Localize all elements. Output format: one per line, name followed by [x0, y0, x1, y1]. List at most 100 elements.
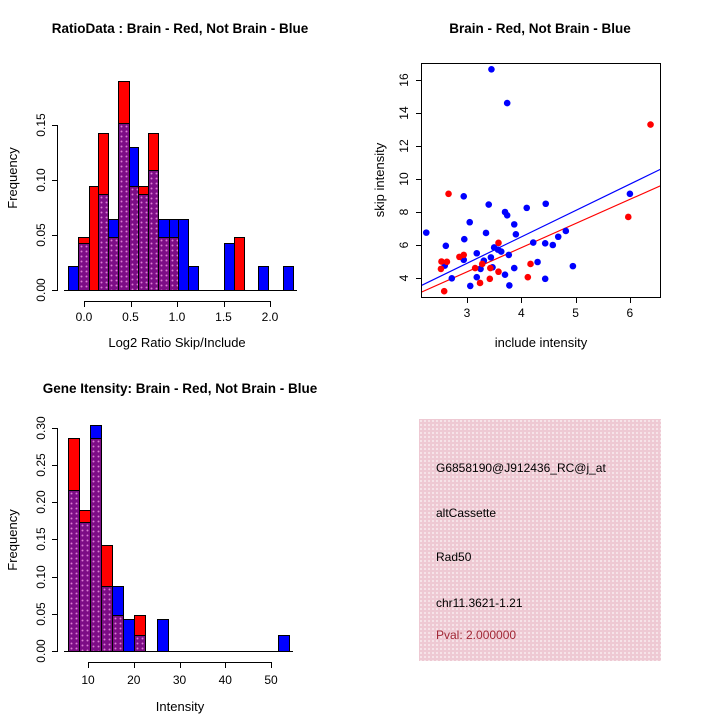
probe-id-text: G6858190@J912436_RC@j_at [436, 461, 606, 475]
regression-line-red [422, 185, 660, 293]
y-tick-label: 0.10 [34, 168, 48, 192]
y-axis-tick [52, 502, 57, 504]
pval-text: Pval: 2.000000 [436, 628, 517, 642]
scatter-point-blue [448, 275, 456, 282]
y-axis-tick [52, 613, 57, 615]
scatter-point-red [495, 239, 502, 247]
scatter-point-blue [512, 230, 520, 238]
y-axis-title: skip intensity [372, 142, 387, 218]
regression-line-blue [422, 168, 660, 286]
x-axis-title: Intensity [155, 699, 205, 714]
scatter-point-red [471, 264, 479, 272]
scatter-point-blue [488, 65, 495, 73]
x-axis-tick [629, 297, 631, 303]
y-axis-tick [416, 80, 421, 81]
x-axis-tick [84, 301, 85, 307]
scatter-point-red [443, 258, 451, 266]
plot-frame [421, 63, 661, 298]
event-type-text: altCassette [436, 506, 497, 520]
x-tick-label: 10 [81, 673, 95, 687]
histogram-baseline [64, 651, 293, 652]
scatter-point-blue [460, 235, 468, 243]
scatter-canvas [422, 65, 660, 295]
scatter-point-red [624, 213, 632, 221]
y-axis-tick [52, 539, 57, 541]
y-axis-line [57, 427, 58, 652]
x-tick-label: 0.5 [122, 310, 139, 324]
scatter-point-blue [523, 204, 531, 212]
scatter-point-red [524, 273, 532, 281]
scatter-point-blue [503, 212, 511, 219]
scatter-point-red [456, 253, 463, 261]
x-tick-label: 40 [218, 673, 232, 687]
panel-ratio-histogram: RatioData : Brain - Red, Not Brain - Blu… [0, 0, 360, 360]
x-tick-label: 5 [572, 306, 579, 320]
panel-intensity-scatter: Brain - Red, Not Brain - Blue 4 6 8 10 12 14 1… [360, 0, 720, 360]
scatter-point-blue [510, 264, 518, 272]
x-axis-title: include intensity [494, 335, 588, 350]
panel-title: Gene Itensity: Brain - Red, Not Brain - … [42, 381, 318, 396]
y-axis-tick [52, 576, 57, 578]
histogram-bar [278, 634, 291, 652]
x-axis-tick [271, 662, 272, 668]
x-axis-tick [225, 662, 227, 668]
histogram-bar [257, 265, 270, 291]
panel-title: Brain - Red, Not Brain - Blue [449, 21, 631, 36]
scatter-point-blue [460, 193, 468, 200]
scatter-point-blue [503, 99, 511, 107]
y-axis-tick [416, 146, 421, 147]
scatter-point-blue [529, 239, 537, 246]
scatter-point-red [486, 275, 494, 283]
y-axis-title: Frequency [5, 147, 20, 209]
x-tick-label: 30 [172, 673, 187, 687]
y-axis-tick [416, 212, 421, 213]
scatter-point-red [476, 279, 484, 287]
scatter-point-blue [534, 258, 541, 266]
y-axis-tick [416, 278, 421, 279]
x-axis-tick [521, 297, 523, 303]
locus-text: chr11.3621-1.21 [436, 596, 523, 610]
panel-title: RatioData : Brain - Red, Not Brain - Blu… [51, 21, 309, 36]
scatter-point-blue [466, 218, 474, 226]
x-axis-tick [133, 662, 135, 668]
scatter-point-blue [473, 273, 481, 281]
scatter-point-red [445, 190, 452, 198]
scatter-point-red [440, 287, 448, 295]
x-axis-tick [270, 301, 271, 307]
scatter-point-blue [554, 233, 562, 241]
scatter-point-blue [626, 190, 634, 198]
x-axis-tick [223, 301, 225, 307]
x-tick-label: 4 [517, 306, 525, 320]
scatter-point-blue [497, 248, 505, 255]
x-tick-label: 20 [127, 673, 141, 687]
scatter-point-red [437, 265, 445, 273]
panel-gene-info: G6858190@J912436_RC@j_at altCassette Rad… [360, 360, 720, 720]
panel-gene-intensity-histogram: Gene Itensity: Brain - Red, Not Brain - … [0, 360, 360, 720]
scatter-point-red [495, 268, 502, 276]
y-axis-tick [416, 113, 421, 114]
y-axis-title: Frequency [5, 509, 20, 571]
gene-symbol-text: Rad50 [436, 550, 472, 564]
y-axis-tick [52, 651, 57, 652]
scatter-point-blue [442, 242, 450, 250]
y-axis-tick [52, 235, 57, 236]
scatter-point-blue [485, 201, 493, 208]
x-axis-tick [575, 297, 577, 303]
scatter-point-blue [477, 265, 484, 273]
x-tick-label: 6 [626, 306, 634, 320]
scatter-point-red [438, 258, 445, 265]
histogram-bar [156, 619, 169, 652]
x-tick-label: 1.0 [168, 310, 186, 324]
y-tick-label: 16 [397, 73, 411, 87]
scatter-point-blue [506, 282, 513, 289]
scatter-point-blue [549, 241, 557, 249]
scatter-point-red [478, 260, 486, 268]
x-axis-tick [130, 301, 132, 307]
y-axis-tick [52, 290, 57, 291]
y-axis-tick [52, 465, 57, 466]
histogram-overlap-bar [134, 634, 147, 652]
x-axis-tick [88, 662, 89, 668]
histogram-bar [177, 218, 190, 291]
histogram-bar [233, 237, 245, 291]
